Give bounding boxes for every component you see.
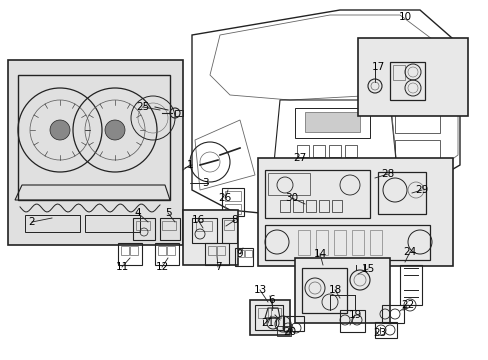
Bar bbox=[237, 250, 244, 257]
Text: 29: 29 bbox=[414, 185, 428, 195]
Bar bbox=[222, 218, 237, 243]
Text: 13: 13 bbox=[253, 285, 266, 295]
Text: 17: 17 bbox=[370, 62, 384, 72]
Bar bbox=[292, 200, 303, 212]
Bar bbox=[351, 230, 363, 255]
Bar bbox=[294, 258, 389, 323]
Bar bbox=[315, 230, 327, 255]
Bar bbox=[204, 243, 228, 265]
Bar bbox=[207, 246, 216, 255]
Text: 2: 2 bbox=[29, 217, 35, 227]
Text: 19: 19 bbox=[347, 310, 361, 320]
Bar bbox=[155, 243, 179, 265]
Bar bbox=[244, 250, 251, 257]
Bar bbox=[196, 221, 212, 231]
Bar bbox=[192, 218, 217, 243]
Bar bbox=[160, 218, 180, 240]
Bar bbox=[222, 188, 244, 216]
Bar bbox=[381, 305, 403, 323]
Bar bbox=[392, 65, 404, 80]
Bar bbox=[389, 62, 424, 100]
Bar bbox=[167, 246, 175, 255]
Circle shape bbox=[105, 120, 125, 140]
Text: 30: 30 bbox=[285, 193, 298, 203]
Bar bbox=[249, 300, 289, 335]
Text: 24: 24 bbox=[403, 247, 416, 257]
Text: 10: 10 bbox=[398, 12, 411, 22]
Text: 3: 3 bbox=[201, 178, 208, 188]
Text: 5: 5 bbox=[164, 208, 171, 218]
Bar bbox=[394, 165, 439, 183]
Text: 7: 7 bbox=[214, 262, 221, 272]
Bar bbox=[267, 173, 309, 195]
Bar bbox=[254, 305, 283, 330]
Bar bbox=[270, 308, 281, 318]
Bar bbox=[162, 221, 176, 230]
Text: 11: 11 bbox=[115, 262, 128, 272]
Bar bbox=[328, 145, 340, 157]
Bar bbox=[136, 221, 150, 230]
Bar bbox=[183, 210, 238, 265]
Bar bbox=[258, 308, 267, 318]
Bar bbox=[312, 145, 325, 157]
Bar bbox=[318, 200, 328, 212]
Bar bbox=[235, 248, 252, 266]
Bar bbox=[130, 246, 138, 255]
Text: 21: 21 bbox=[261, 318, 274, 328]
Bar bbox=[394, 108, 439, 133]
Text: 23: 23 bbox=[373, 328, 386, 338]
Bar bbox=[302, 268, 346, 313]
Bar bbox=[294, 108, 369, 138]
Bar bbox=[294, 162, 374, 182]
Bar bbox=[8, 60, 183, 245]
Bar bbox=[258, 158, 452, 266]
Bar bbox=[377, 172, 425, 214]
Bar bbox=[333, 230, 346, 255]
Text: 26: 26 bbox=[218, 193, 231, 203]
Bar bbox=[357, 38, 467, 116]
Bar bbox=[276, 326, 290, 336]
Text: 18: 18 bbox=[328, 285, 341, 295]
Bar bbox=[118, 243, 142, 265]
Bar bbox=[369, 230, 381, 255]
Bar bbox=[280, 200, 289, 212]
Text: 22: 22 bbox=[401, 300, 414, 310]
Bar bbox=[345, 145, 356, 157]
Text: 14: 14 bbox=[313, 249, 326, 259]
Text: 28: 28 bbox=[381, 169, 394, 179]
Text: 15: 15 bbox=[361, 264, 374, 274]
Bar bbox=[121, 246, 129, 255]
Bar bbox=[331, 200, 341, 212]
Bar bbox=[284, 316, 304, 331]
Bar bbox=[296, 145, 308, 157]
Text: 6: 6 bbox=[268, 295, 275, 305]
Bar bbox=[264, 170, 369, 218]
Text: 9: 9 bbox=[236, 249, 243, 259]
Bar bbox=[374, 322, 396, 338]
Text: 4: 4 bbox=[134, 208, 141, 218]
Bar bbox=[305, 200, 315, 212]
Bar bbox=[394, 140, 439, 160]
Text: 1: 1 bbox=[186, 160, 193, 170]
Bar bbox=[224, 220, 234, 230]
Bar bbox=[297, 230, 309, 255]
Text: 12: 12 bbox=[155, 262, 168, 272]
Bar bbox=[175, 110, 183, 116]
Bar bbox=[217, 246, 224, 255]
Text: 25: 25 bbox=[136, 102, 149, 112]
Text: 8: 8 bbox=[231, 215, 238, 225]
Bar bbox=[158, 246, 165, 255]
Bar bbox=[224, 204, 241, 214]
Bar bbox=[305, 112, 359, 132]
Text: 27: 27 bbox=[293, 153, 306, 163]
Bar bbox=[264, 225, 429, 260]
Circle shape bbox=[50, 120, 70, 140]
Bar bbox=[399, 265, 421, 305]
Bar bbox=[133, 218, 155, 240]
Text: 16: 16 bbox=[191, 215, 204, 225]
Bar bbox=[339, 310, 364, 332]
Bar bbox=[224, 191, 241, 201]
Text: 20: 20 bbox=[283, 327, 296, 337]
